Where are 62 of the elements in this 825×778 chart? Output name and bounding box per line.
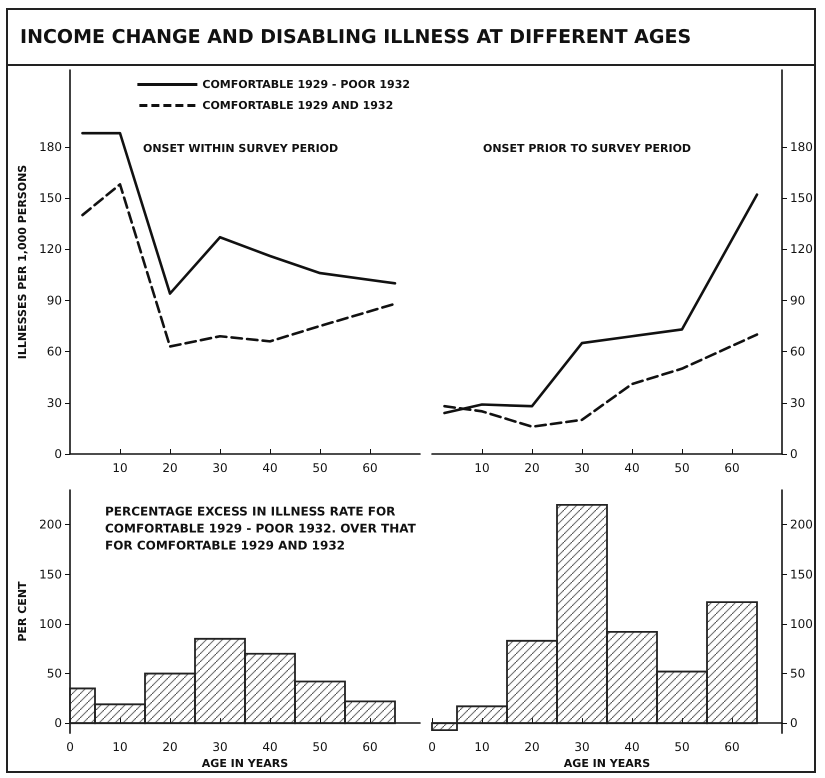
y-tick-label: 30 xyxy=(790,396,806,410)
y-tick-label: 60 xyxy=(46,344,62,359)
y-tick-label: 150 xyxy=(790,191,813,205)
legend-label: COMFORTABLE 1929 AND 1932 xyxy=(202,99,394,112)
x-tick-label: 50 xyxy=(674,461,690,475)
y-tick-label: 50 xyxy=(790,666,806,681)
x-tick-label: 30 xyxy=(212,740,228,754)
x-tick-label: 40 xyxy=(262,740,278,754)
x-tick-label: 20 xyxy=(162,740,178,754)
y-tick-label: 100 xyxy=(39,616,62,631)
y-tick-label: 180 xyxy=(39,140,62,154)
line-series xyxy=(81,183,396,348)
y-tick-label: 0 xyxy=(54,716,62,730)
chart-title: INCOME CHANGE AND DISABLING ILLNESS AT DIFFERENT AGES xyxy=(6,8,816,66)
x-tick-label: 0 xyxy=(428,740,436,754)
legend-label: COMFORTABLE 1929 - POOR 1932 xyxy=(202,78,410,91)
x-tick-label: 30 xyxy=(212,461,228,475)
x-tick-label: 50 xyxy=(312,461,328,475)
y-tick-label: 200 xyxy=(39,518,62,532)
x-tick-label: 10 xyxy=(474,740,490,754)
x-axis-title: AGE IN YEARS xyxy=(564,757,650,770)
line-series xyxy=(81,132,396,295)
x-axis-title: AGE IN YEARS xyxy=(202,757,288,770)
x-tick-label: 20 xyxy=(524,740,540,754)
y-tick-label: 60 xyxy=(790,344,806,359)
x-tick-label: 40 xyxy=(624,461,640,475)
x-tick-label: 50 xyxy=(674,740,690,754)
y-tick-label: 120 xyxy=(39,242,62,256)
y-tick-label: 30 xyxy=(46,396,62,410)
x-tick-label: 30 xyxy=(574,461,590,475)
text: ONSET PRIOR TO SURVEY PERIOD xyxy=(483,142,692,155)
x-tick-label: 60 xyxy=(362,740,378,754)
y-tick-label: 0 xyxy=(54,447,62,461)
x-tick-label: 30 xyxy=(574,740,590,754)
y-tick-label: 150 xyxy=(39,567,62,582)
y-tick-label: 50 xyxy=(46,666,62,681)
y-axis-title: PER CENT xyxy=(16,580,30,642)
x-tick-label: 0 xyxy=(66,740,74,754)
y-tick-label: 150 xyxy=(39,191,62,205)
y-tick-label: 0 xyxy=(790,716,798,730)
y-axis-title: ILLNESSES PER 1,000 PERSONS xyxy=(16,164,30,360)
y-tick-label: 100 xyxy=(790,616,813,631)
x-tick-label: 10 xyxy=(112,740,128,754)
x-tick-label: 10 xyxy=(112,461,128,475)
x-tick-label: 40 xyxy=(262,461,278,475)
text: ONSET WITHIN SURVEY PERIOD xyxy=(143,142,338,155)
y-tick-label: 120 xyxy=(790,242,813,256)
x-tick-label: 40 xyxy=(624,740,640,754)
x-tick-label: 20 xyxy=(162,461,178,475)
x-tick-label: 10 xyxy=(474,461,490,475)
x-tick-label: 60 xyxy=(724,461,740,475)
x-tick-label: 60 xyxy=(362,461,378,475)
text: PERCENTAGE EXCESS IN ILLNESS RATE FOR COMFORTABLE 1929 - POOR 1932. OVER THAT FOR COMFORTABLE 1929 AND 1932 xyxy=(105,504,420,552)
y-tick-label: 90 xyxy=(790,293,806,308)
y-tick-label: 180 xyxy=(790,140,813,154)
y-tick-label: 150 xyxy=(790,567,813,582)
y-tick-label: 0 xyxy=(790,447,798,461)
x-tick-label: 60 xyxy=(724,740,740,754)
x-tick-label: 50 xyxy=(312,740,328,754)
y-tick-label: 90 xyxy=(46,293,62,308)
y-tick-label: 200 xyxy=(790,518,813,532)
x-tick-label: 20 xyxy=(524,461,540,475)
